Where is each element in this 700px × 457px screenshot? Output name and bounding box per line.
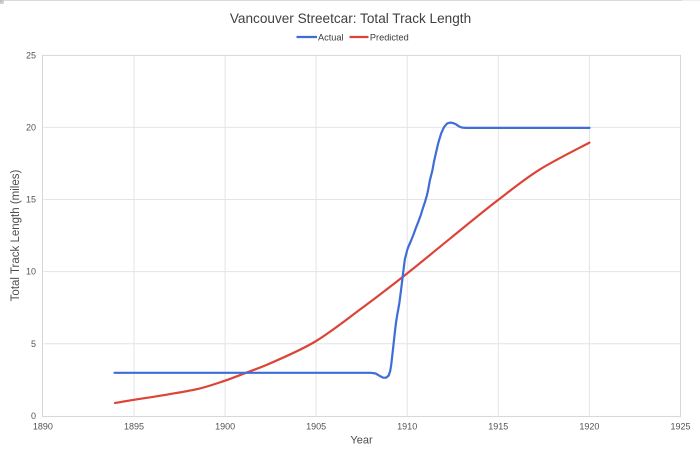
svg-text:1915: 1915 xyxy=(488,422,508,432)
svg-text:25: 25 xyxy=(26,51,36,61)
svg-text:Total Track Length (miles): Total Track Length (miles) xyxy=(10,170,22,302)
svg-text:Vancouver Streetcar: Total Tra: Vancouver Streetcar: Total Track Length xyxy=(230,11,471,26)
svg-text:1925: 1925 xyxy=(670,422,690,432)
svg-text:15: 15 xyxy=(26,195,36,205)
svg-text:Actual: Actual xyxy=(318,33,344,43)
svg-text:1900: 1900 xyxy=(215,422,235,432)
svg-text:0: 0 xyxy=(31,411,36,421)
svg-text:1905: 1905 xyxy=(306,422,326,432)
svg-text:1920: 1920 xyxy=(579,422,599,432)
svg-text:1910: 1910 xyxy=(397,422,417,432)
svg-text:1895: 1895 xyxy=(124,422,144,432)
svg-text:Year: Year xyxy=(350,435,373,447)
svg-text:10: 10 xyxy=(26,267,36,277)
svg-text:1890: 1890 xyxy=(33,422,53,432)
svg-text:20: 20 xyxy=(26,123,36,133)
svg-text:5: 5 xyxy=(31,339,36,349)
svg-text:Predicted: Predicted xyxy=(370,33,409,43)
